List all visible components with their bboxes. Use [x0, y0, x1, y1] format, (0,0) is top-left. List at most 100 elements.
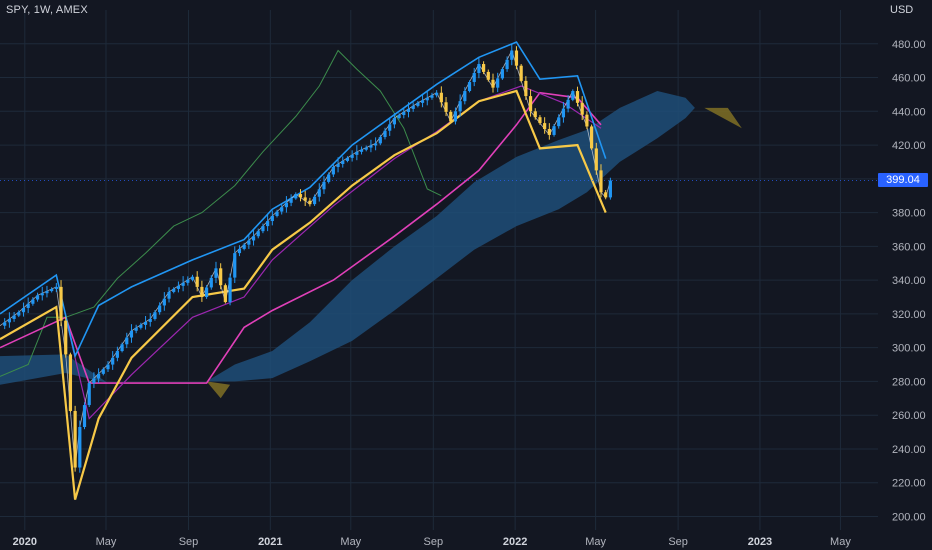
candle	[482, 61, 486, 75]
price-tick-label: 420.00	[892, 140, 926, 152]
candle	[228, 273, 232, 306]
candle-body	[40, 293, 44, 296]
candle-body	[519, 65, 523, 81]
candle	[251, 229, 256, 246]
candle	[294, 192, 298, 200]
price-tick-label: 340.00	[892, 275, 926, 287]
candle	[397, 113, 401, 120]
candle	[162, 292, 166, 311]
candle-body	[284, 202, 289, 208]
candle	[331, 163, 335, 178]
candle-body	[181, 282, 185, 286]
candle	[308, 197, 312, 207]
candle-body	[317, 189, 321, 197]
candle	[364, 145, 368, 152]
candle	[101, 367, 105, 376]
candle	[247, 235, 251, 249]
candle-body	[477, 64, 481, 74]
candle	[256, 228, 260, 239]
candle	[322, 176, 326, 194]
candle	[64, 316, 68, 358]
candle	[477, 57, 481, 79]
candle	[392, 113, 396, 129]
candle-body	[453, 111, 458, 122]
candle-body	[397, 115, 401, 119]
candle-body	[289, 198, 293, 203]
price-tick-label: 300.00	[892, 343, 926, 355]
candle-body	[420, 100, 425, 103]
candle-body	[228, 277, 232, 303]
candle-body	[153, 312, 157, 319]
candle	[463, 87, 467, 105]
time-axis[interactable]: 2020 May Sep 2021 May Sep 2022 May Sep 2023 May	[13, 536, 852, 548]
candle-body	[308, 200, 312, 205]
candle	[115, 346, 119, 362]
candle-body	[64, 320, 68, 355]
time-tick-label: 2023	[748, 536, 772, 548]
candle-body	[209, 277, 213, 288]
candle-body	[167, 291, 171, 299]
candle	[31, 297, 35, 306]
candle-body	[125, 337, 129, 345]
candle-body	[585, 114, 589, 127]
candle-body	[219, 268, 223, 286]
candle-body	[416, 102, 420, 106]
candle	[82, 402, 87, 430]
candle-body	[557, 117, 561, 127]
candle-body	[533, 111, 537, 118]
candle	[547, 123, 551, 140]
candle	[345, 156, 350, 163]
candle-body	[120, 344, 124, 352]
candle	[129, 324, 134, 343]
candle-body	[406, 108, 411, 112]
candle	[444, 97, 448, 117]
candle-body	[17, 312, 21, 316]
candle-body	[312, 196, 317, 205]
candle-body	[505, 59, 509, 70]
candle-body	[280, 207, 284, 212]
candle	[608, 177, 612, 200]
candle	[134, 324, 138, 334]
candle	[78, 420, 82, 473]
candle	[219, 263, 223, 290]
candle	[425, 91, 429, 106]
candle	[350, 150, 354, 162]
candle	[435, 90, 439, 98]
time-tick-label: May	[585, 536, 606, 548]
candle	[96, 368, 101, 383]
candle-body	[566, 99, 570, 109]
candle-body	[275, 211, 279, 216]
candle-body	[430, 95, 434, 98]
candle-body	[486, 71, 490, 80]
candle	[552, 124, 556, 137]
price-axis[interactable]: 480.00460.00440.00420.00400.00380.00360.…	[892, 39, 926, 524]
cloud-bull-area	[0, 91, 695, 385]
candle	[261, 223, 265, 234]
time-tick-label: 2022	[503, 536, 527, 548]
candle-body	[298, 194, 303, 198]
candle-body	[162, 298, 166, 306]
price-tick-label: 360.00	[892, 241, 926, 253]
candle-body	[186, 279, 190, 283]
candle	[143, 315, 148, 330]
candle-body	[322, 181, 326, 190]
candle	[158, 302, 162, 315]
candle	[54, 283, 58, 293]
price-tick-label: 240.00	[892, 444, 926, 456]
candle-body	[158, 305, 162, 313]
candle	[3, 318, 7, 330]
candle	[585, 111, 589, 130]
candle	[298, 189, 303, 202]
candle	[430, 92, 434, 100]
symbol-legend[interactable]: SPY, 1W, AMEX	[6, 4, 88, 16]
candle-body	[139, 324, 143, 328]
candle	[374, 137, 378, 151]
candle-body	[303, 197, 307, 201]
candle-body	[552, 126, 556, 135]
candle-body	[369, 145, 373, 148]
candle	[557, 114, 561, 129]
candle	[524, 76, 528, 100]
candle	[472, 67, 476, 87]
